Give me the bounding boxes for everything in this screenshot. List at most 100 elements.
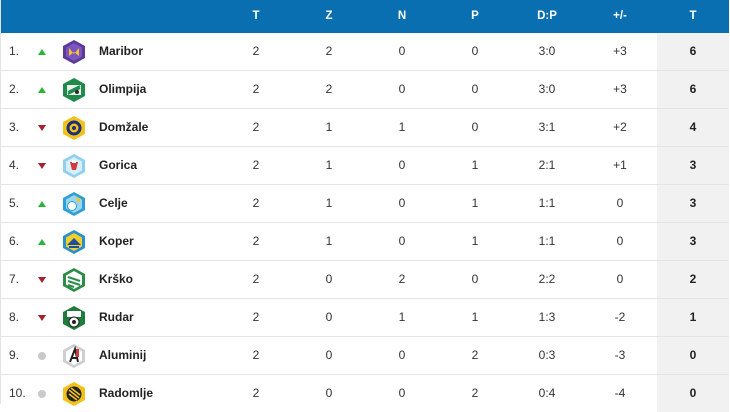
losses-cell: 1	[471, 196, 479, 210]
points-cell: 1	[689, 310, 697, 324]
krsko-crest-icon[interactable]	[61, 267, 87, 293]
trend-up-icon	[38, 223, 46, 260]
played-cell: 2	[252, 348, 260, 362]
table-row[interactable]: 5. Celje 2 1 0 1 1:1 0 3	[1, 185, 729, 223]
goals-cell: 1:1	[538, 234, 556, 248]
played-cell: 2	[252, 120, 260, 134]
draws-cell: 0	[398, 196, 406, 210]
position: 5.	[9, 196, 20, 210]
position: 3.	[9, 120, 20, 134]
points-cell: 6	[689, 82, 697, 96]
team-name[interactable]: Krško	[99, 272, 134, 286]
trend-same-icon	[38, 375, 46, 412]
team-name[interactable]: Aluminij	[99, 348, 147, 362]
draws-cell: 1	[398, 120, 406, 134]
rudar-crest-icon[interactable]	[61, 305, 87, 331]
wins-cell: 0	[325, 386, 333, 400]
team-name[interactable]: Olimpija	[99, 82, 147, 96]
losses-cell: 1	[471, 234, 479, 248]
position: 4.	[9, 158, 20, 172]
header-draws[interactable]: N	[397, 10, 407, 22]
goals-cell: 2:2	[538, 272, 556, 286]
goals-cell: 1:3	[538, 310, 556, 324]
table-row[interactable]: 3. Domžale 2 1 1 0 3:1 +2 4	[1, 109, 729, 147]
team-name[interactable]: Gorica	[99, 158, 138, 172]
trend-down-icon	[38, 109, 46, 146]
gorica-crest-icon[interactable]	[61, 153, 87, 179]
played-cell: 2	[252, 158, 260, 172]
trend-same-icon	[38, 337, 46, 374]
wins-cell: 2	[325, 44, 333, 58]
goal-diff-cell: -2	[614, 310, 626, 324]
goal-diff-cell: -4	[614, 386, 626, 400]
position: 10.	[9, 386, 26, 400]
goal-diff-cell: 0	[616, 234, 624, 248]
table-row[interactable]: 6. Koper 2 1 0 1 1:1 0 3	[1, 223, 729, 261]
losses-cell: 0	[471, 272, 479, 286]
table-row[interactable]: 9. Aluminij 2 0 0 2 0:3 -3 0	[1, 337, 729, 375]
goals-cell: 2:1	[538, 158, 556, 172]
aluminij-crest-icon[interactable]	[61, 343, 87, 369]
table-row[interactable]: 8. Rudar 2 0 1 1 1:3 -2 1	[1, 299, 729, 337]
losses-cell: 0	[471, 82, 479, 96]
table-row[interactable]: 7. Krško 2 0 2 0 2:2 0 2	[1, 261, 729, 299]
goal-diff-cell: +2	[613, 120, 627, 134]
points-column-bg	[657, 299, 729, 336]
trend-up-icon	[38, 33, 46, 70]
goals-cell: 3:0	[538, 82, 556, 96]
goals-cell: 3:1	[538, 120, 556, 134]
goal-diff-cell: 0	[616, 196, 624, 210]
draws-cell: 0	[398, 234, 406, 248]
goals-cell: 0:4	[538, 386, 556, 400]
table-row[interactable]: 1. Maribor 2 2 0 0 3:0 +3 6	[1, 33, 729, 71]
points-column-bg	[657, 147, 729, 184]
points-cell: 0	[689, 386, 697, 400]
table-row[interactable]: 4. Gorica 2 1 0 1 2:1 +1 3	[1, 147, 729, 185]
wins-cell: 1	[325, 234, 333, 248]
points-cell: 3	[689, 234, 697, 248]
trend-up-icon	[38, 71, 46, 108]
team-name[interactable]: Celje	[99, 196, 128, 210]
header-played[interactable]: T	[252, 10, 260, 22]
played-cell: 2	[252, 310, 260, 324]
points-column-bg	[657, 71, 729, 108]
draws-cell: 0	[398, 158, 406, 172]
domzale-crest-icon[interactable]	[61, 115, 87, 141]
trend-down-icon	[38, 299, 46, 336]
position: 1.	[9, 44, 20, 58]
position: 9.	[9, 348, 20, 362]
table-row[interactable]: 10. Radomlje 2 0 0 2 0:4 -4 0	[1, 375, 729, 412]
draws-cell: 0	[398, 386, 406, 400]
header-wins[interactable]: Z	[325, 10, 333, 22]
koper-crest-icon[interactable]	[61, 229, 87, 255]
losses-cell: 1	[471, 310, 479, 324]
team-name[interactable]: Koper	[99, 234, 134, 248]
goals-cell: 1:1	[538, 196, 556, 210]
position: 8.	[9, 310, 20, 324]
olimpija-crest-icon[interactable]	[61, 77, 87, 103]
table-row[interactable]: 2. Olimpija 2 2 0 0 3:0 +3 6	[1, 71, 729, 109]
goals-cell: 3:0	[538, 44, 556, 58]
losses-cell: 2	[471, 348, 479, 362]
draws-cell: 0	[398, 82, 406, 96]
team-name[interactable]: Maribor	[99, 44, 144, 58]
header-goals[interactable]: D:P	[537, 10, 557, 22]
points-column-bg	[657, 223, 729, 260]
maribor-crest-icon[interactable]	[61, 39, 87, 65]
team-name[interactable]: Rudar	[99, 310, 134, 324]
points-column-bg	[657, 261, 729, 298]
wins-cell: 0	[325, 348, 333, 362]
radomlje-crest-icon[interactable]	[61, 381, 87, 407]
team-name[interactable]: Domžale	[99, 120, 149, 134]
celje-crest-icon[interactable]	[61, 191, 87, 217]
header-points[interactable]: T	[689, 10, 697, 22]
table-body: 1. Maribor 2 2 0 0 3:0 +3 6 2. Olimpija 2 2 0 0 3:0 +3 6 3…	[1, 33, 729, 412]
header-losses[interactable]: P	[471, 10, 479, 22]
points-column-bg	[657, 33, 729, 70]
team-name[interactable]: Radomlje	[99, 386, 154, 400]
position: 7.	[9, 272, 20, 286]
wins-cell: 0	[325, 272, 333, 286]
header-goal-diff[interactable]: +/-	[613, 10, 627, 22]
played-cell: 2	[252, 44, 260, 58]
